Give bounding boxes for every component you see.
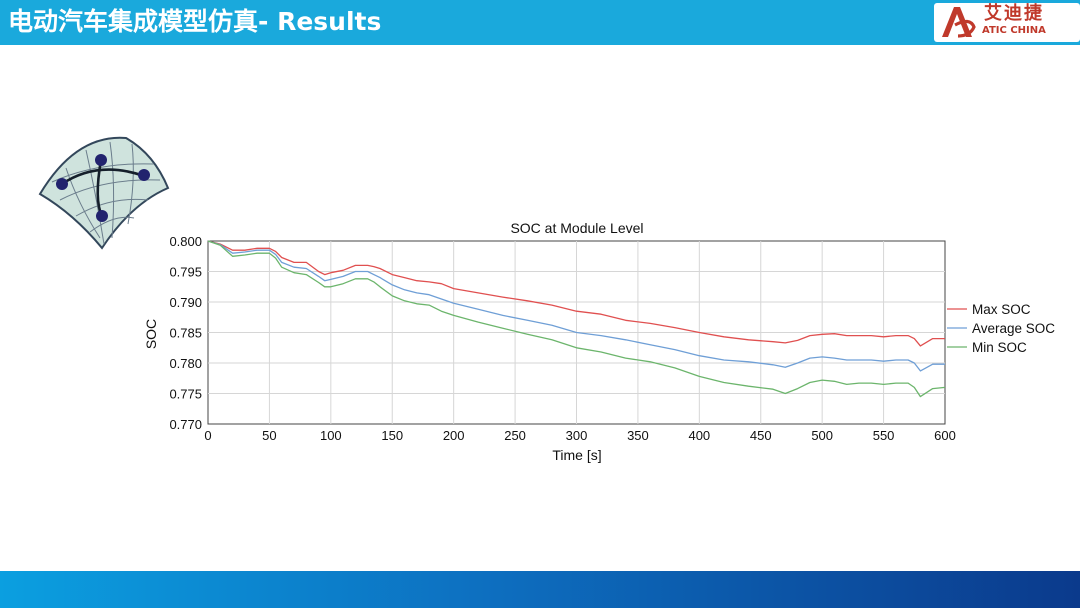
y-axis-label: SOC [143, 319, 159, 349]
x-tick-label: 450 [750, 428, 772, 443]
y-tick-label: 0.775 [169, 387, 202, 402]
series-line-2 [207, 240, 946, 398]
series-line-1 [207, 240, 945, 372]
slide-title: 电动汽车集成模型仿真- Results [8, 7, 382, 36]
soc-chart: SOC at Module Level 0 50 100 150 200 250 300 35… [143, 220, 1055, 463]
legend-label: Average SOC [972, 321, 1055, 336]
logo-mark-icon [942, 7, 976, 38]
x-tick-label: 550 [873, 428, 895, 443]
x-tick-label: 600 [934, 428, 956, 443]
legend-label: Min SOC [972, 340, 1027, 355]
x-tick-label: 400 [688, 428, 710, 443]
y-tick-label: 0.800 [169, 234, 202, 249]
y-tick-label: 0.770 [169, 417, 202, 432]
series-line-0 [207, 240, 945, 347]
legend-label: Max SOC [972, 302, 1031, 317]
y-tick-label: 0.780 [169, 356, 202, 371]
x-tick-label: 100 [320, 428, 342, 443]
x-tick-label: 200 [443, 428, 465, 443]
y-tick-label: 0.785 [169, 326, 202, 341]
x-tick-label: 300 [566, 428, 588, 443]
y-tick-labels: 0.770 0.775 0.780 0.785 0.790 0.795 0.800 [169, 234, 202, 432]
x-axis-label: Time [s] [552, 447, 601, 463]
chart-title: SOC at Module Level [510, 220, 643, 236]
chart-legend: Max SOC Average SOC Min SOC [947, 302, 1055, 355]
logo-text-en: ATIC CHINA [982, 25, 1046, 36]
x-tick-label: 50 [262, 428, 276, 443]
x-tick-label: 350 [627, 428, 649, 443]
y-tick-label: 0.795 [169, 265, 202, 280]
slide-header: 电动汽车集成模型仿真- Results 艾迪捷 ATIC CHINA [0, 0, 1080, 45]
logo-text-cn: 艾迪捷 [984, 3, 1044, 24]
x-tick-label: 0 [204, 428, 211, 443]
company-logo: 艾迪捷 ATIC CHINA [934, 3, 1080, 42]
series-layer [207, 240, 946, 398]
surface-mesh-icon [38, 136, 170, 250]
x-tick-labels: 0 50 100 150 200 250 300 350 400 450 500 550 600 [204, 428, 955, 443]
slide-footer-bar [0, 571, 1080, 608]
x-tick-label: 250 [504, 428, 526, 443]
x-tick-label: 500 [811, 428, 833, 443]
x-tick-label: 150 [381, 428, 403, 443]
y-tick-label: 0.790 [169, 295, 202, 310]
